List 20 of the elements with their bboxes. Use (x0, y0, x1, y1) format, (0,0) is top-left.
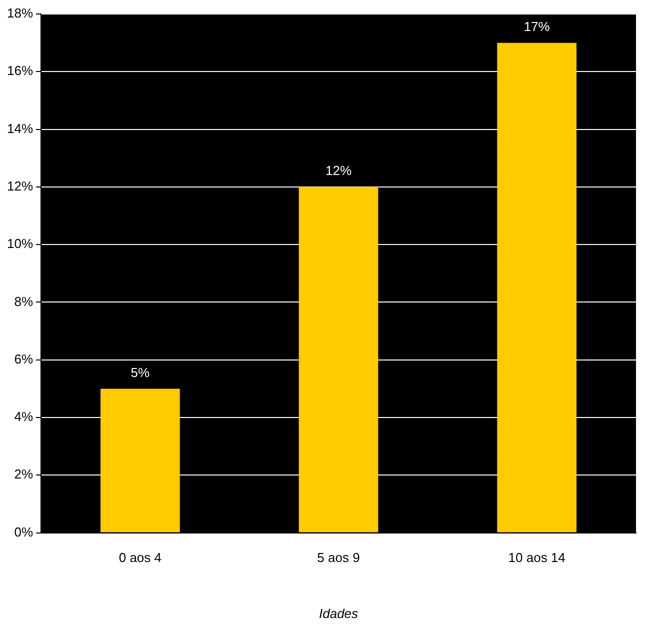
bar (298, 186, 378, 532)
x-tick-label: 10 aos 14 (508, 550, 566, 566)
bar (100, 388, 180, 532)
data-label: 12% (325, 163, 352, 178)
bar (497, 42, 576, 532)
y-tick-label: 18% (6, 6, 34, 21)
y-tick-label: 6% (14, 351, 34, 366)
x-axis-title: Idades (318, 606, 359, 621)
x-tick-label: 0 aos 4 (118, 550, 162, 566)
y-tick-label: 2% (14, 466, 34, 482)
data-label: 5% (130, 364, 150, 380)
y-tick-label: 14% (6, 120, 34, 136)
data-label: 17% (524, 18, 550, 34)
x-tick-label: 5 aos 9 (317, 550, 360, 566)
y-tick-label: 10% (6, 236, 34, 252)
y-tick-label: 4% (14, 409, 34, 424)
y-tick-label: 8% (14, 294, 34, 309)
y-tick-label: 12% (6, 178, 34, 194)
y-tick-label: 0% (14, 524, 34, 540)
y-tick-label: 16% (6, 63, 34, 78)
